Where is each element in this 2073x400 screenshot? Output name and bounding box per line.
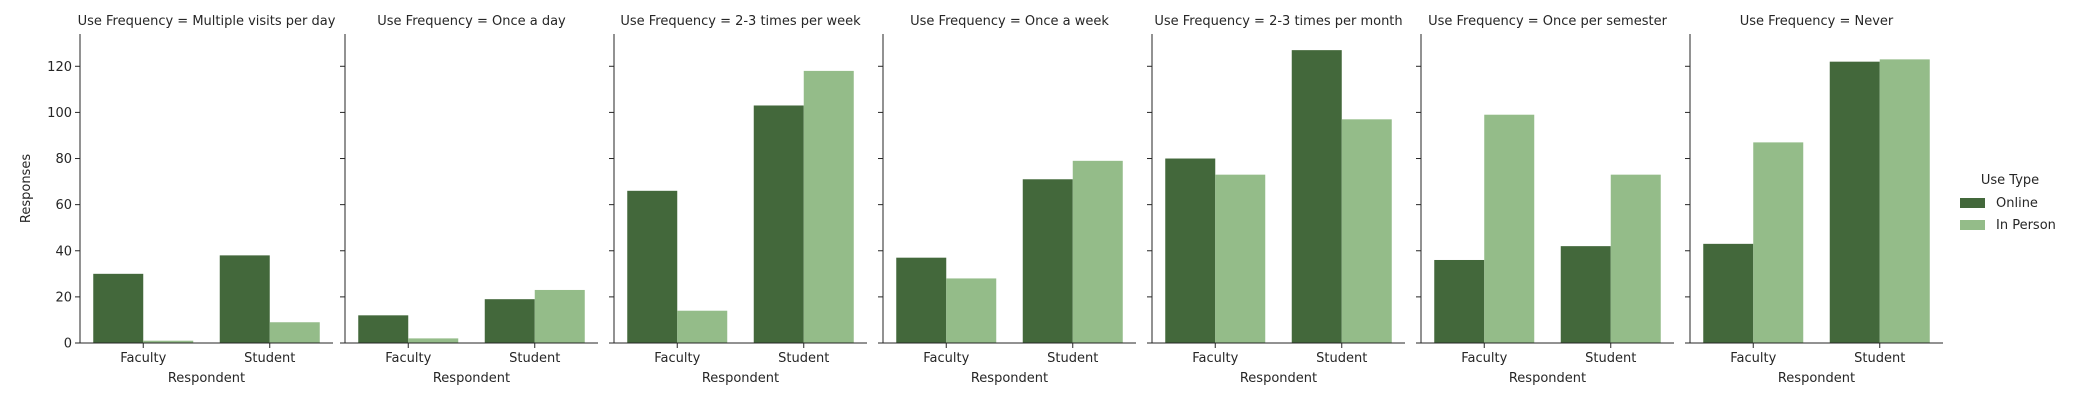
x-axis-title: Respondent: [433, 371, 510, 386]
legend-label-online: Online: [1996, 196, 2038, 211]
bar-online: [1165, 158, 1216, 343]
bar-online: [1434, 259, 1485, 343]
y-tick-label: 20: [55, 290, 72, 305]
x-tick-label: Faculty: [1461, 351, 1507, 366]
bar-online: [1022, 179, 1073, 343]
panel-title-value: Once a day: [492, 14, 566, 29]
bar-online: [753, 105, 804, 343]
x-tick-label: Student: [244, 351, 295, 366]
bar-in-person: [803, 70, 854, 344]
bar-online: [484, 299, 535, 343]
y-axis-title: Responses: [19, 154, 34, 223]
x-axis-title: Respondent: [168, 371, 245, 386]
x-tick-label: Student: [778, 351, 829, 366]
x-tick-label: Student: [1047, 351, 1098, 366]
x-tick-label: Student: [509, 351, 560, 366]
x-tick-label: Student: [1854, 351, 1905, 366]
panel-title: Use Frequency = Never: [1740, 14, 1894, 29]
panel-title-value: 2-3 times per month: [1269, 14, 1403, 29]
bar-online: [1703, 243, 1754, 343]
panel-title: Use Frequency = Once per semester: [1428, 14, 1668, 29]
bar-in-person: [408, 338, 459, 343]
bar-in-person: [143, 340, 194, 343]
x-tick-label: Faculty: [654, 351, 700, 366]
bar-online: [627, 190, 678, 343]
bar-in-person: [1072, 160, 1123, 343]
y-tick-label: 40: [55, 244, 72, 259]
panel-title: Use Frequency = 2-3 times per week: [620, 14, 861, 29]
panel-title-prefix: Use Frequency =: [1428, 14, 1543, 29]
y-tick-label: 120: [47, 60, 72, 75]
legend-swatch-in-person: [1960, 220, 1985, 230]
bar-in-person: [946, 278, 997, 343]
y-tick-label: 80: [55, 152, 72, 167]
panel-title-prefix: Use Frequency =: [910, 14, 1025, 29]
x-axis-title: Respondent: [1240, 371, 1317, 386]
legend-title: Use Type: [1981, 173, 2039, 188]
x-axis-title: Respondent: [971, 371, 1048, 386]
panel-title: Use Frequency = 2-3 times per month: [1154, 14, 1402, 29]
bar-in-person: [1484, 114, 1535, 343]
bar-in-person: [534, 289, 585, 343]
y-tick-label: 60: [55, 198, 72, 213]
x-tick-label: Faculty: [120, 351, 166, 366]
bar-in-person: [1610, 174, 1661, 343]
panel-title-prefix: Use Frequency =: [377, 14, 492, 29]
bar-online: [1829, 61, 1880, 344]
bar-online: [1291, 50, 1342, 344]
panel-title-value: Once a week: [1025, 14, 1109, 29]
bar-online: [358, 315, 409, 343]
panel-title-value: Never: [1854, 14, 1893, 29]
bar-in-person: [1341, 119, 1392, 343]
x-tick-label: Faculty: [1730, 351, 1776, 366]
panel-title-prefix: Use Frequency =: [1740, 14, 1855, 29]
x-axis-title: Respondent: [1778, 371, 1855, 386]
bar-online: [1560, 246, 1611, 343]
x-axis-title: Respondent: [1509, 371, 1586, 386]
panel-title-prefix: Use Frequency =: [1154, 14, 1269, 29]
bar-online: [93, 273, 144, 343]
x-tick-label: Student: [1316, 351, 1367, 366]
bar-online: [219, 255, 270, 343]
bar-in-person: [1215, 174, 1266, 343]
bar-in-person: [269, 322, 320, 343]
y-tick-label: 100: [47, 106, 72, 121]
legend-swatch-online: [1960, 198, 1985, 208]
x-tick-label: Faculty: [1192, 351, 1238, 366]
bar-in-person: [1753, 142, 1804, 343]
x-axis-title: Respondent: [702, 371, 779, 386]
panel-title-value: 2-3 times per week: [735, 14, 861, 29]
y-tick-label: 0: [64, 337, 72, 352]
x-tick-label: Faculty: [385, 351, 431, 366]
panel-title-value: Once per semester: [1543, 14, 1668, 29]
bar-online: [896, 257, 947, 343]
legend-label-in-person: In Person: [1996, 218, 2056, 233]
panel-title: Use Frequency = Multiple visits per day: [78, 14, 336, 29]
panel-title: Use Frequency = Once a week: [910, 14, 1109, 29]
panel-title-prefix: Use Frequency =: [620, 14, 735, 29]
x-tick-label: Student: [1585, 351, 1636, 366]
panel-title-value: Multiple visits per day: [192, 14, 335, 29]
panel-title-prefix: Use Frequency =: [78, 14, 193, 29]
bar-in-person: [1879, 59, 1930, 344]
x-tick-label: Faculty: [923, 351, 969, 366]
panel-title: Use Frequency = Once a day: [377, 14, 566, 29]
bar-in-person: [677, 310, 728, 343]
